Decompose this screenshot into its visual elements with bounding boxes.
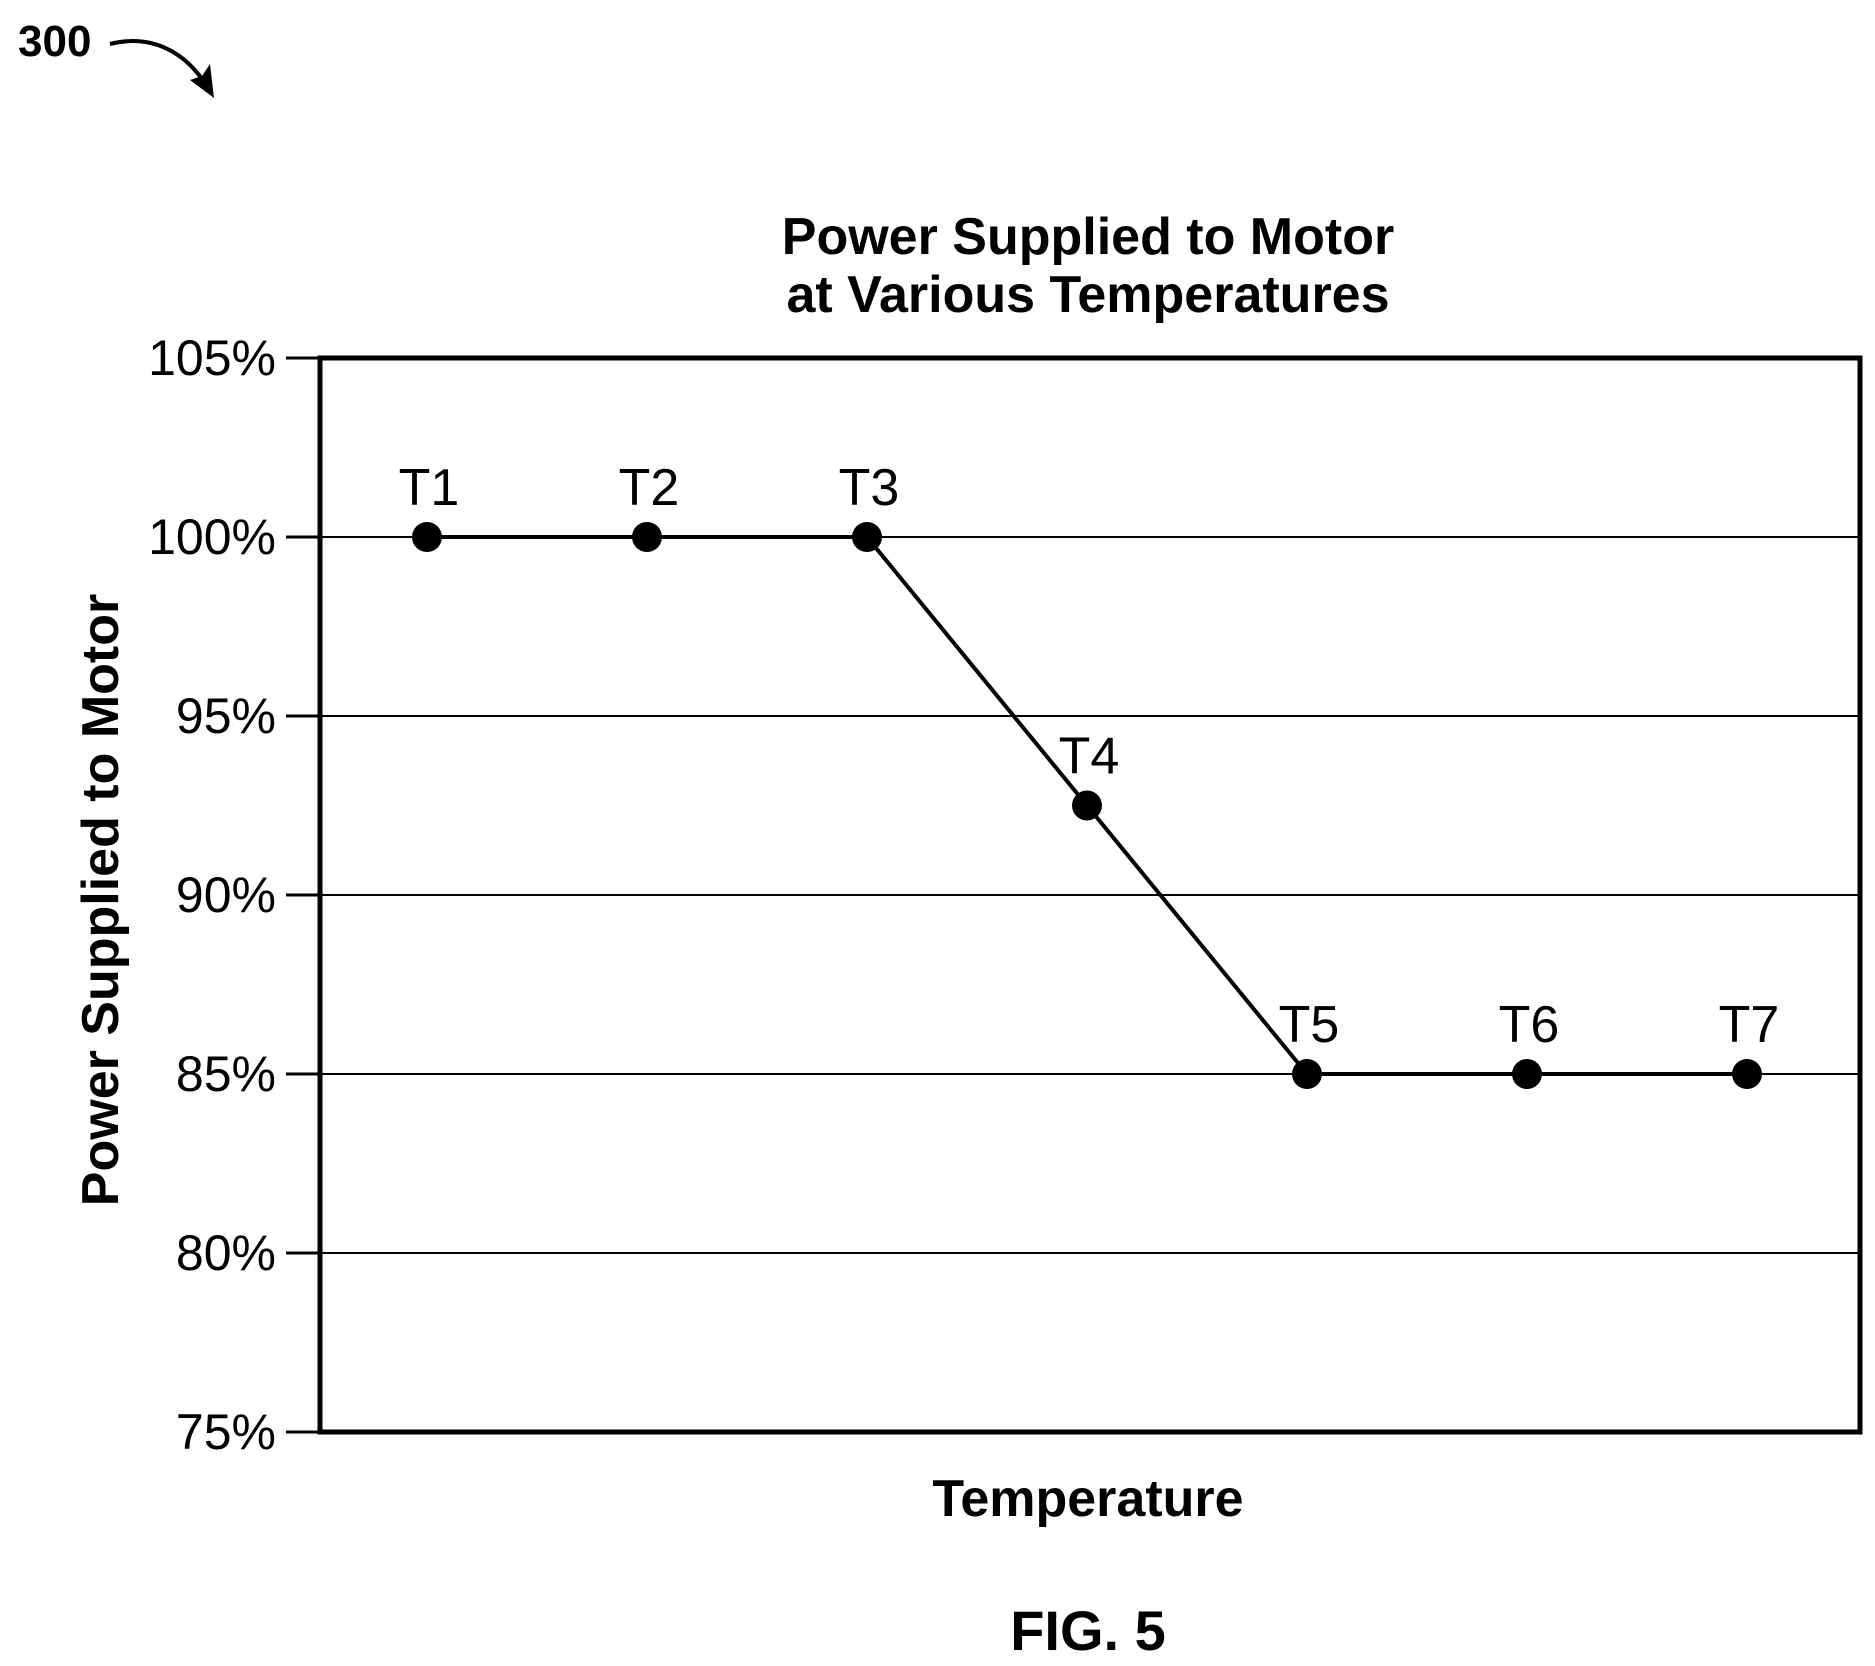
y-axis-ticks bbox=[286, 356, 320, 1434]
data-point-t6 bbox=[1512, 1059, 1542, 1089]
y-tick-label-75: 75% bbox=[176, 1404, 276, 1460]
y-axis-label: Power Supplied to Motor bbox=[72, 594, 130, 1206]
chart-title-line-1: Power Supplied to Motor bbox=[782, 208, 1394, 266]
data-label-t7: T7 bbox=[1719, 996, 1780, 1054]
data-point-t2 bbox=[632, 522, 662, 552]
chart-title-line-2: at Various Temperatures bbox=[786, 266, 1389, 324]
gridlines bbox=[320, 536, 1860, 1254]
figure-caption: FIG. 5 bbox=[1010, 1599, 1166, 1662]
reference-arrow-head bbox=[190, 64, 214, 98]
data-point-t3 bbox=[852, 522, 882, 552]
data-label-t3: T3 bbox=[839, 459, 900, 517]
data-label-t1: T1 bbox=[399, 459, 460, 517]
y-axis-tick-labels: 105% 100% 95% 90% 85% 80% 75% bbox=[148, 330, 276, 1460]
y-tick-label-90: 90% bbox=[176, 867, 276, 923]
data-label-t2: T2 bbox=[619, 459, 680, 517]
data-label-t5: T5 bbox=[1279, 996, 1340, 1054]
data-label-t6: T6 bbox=[1499, 996, 1560, 1054]
data-point-t7 bbox=[1732, 1059, 1762, 1089]
data-point-t4 bbox=[1072, 790, 1102, 821]
data-point-labels: T1 T2 T3 T4 T5 T6 T7 bbox=[399, 459, 1780, 1054]
data-point-t5 bbox=[1292, 1059, 1322, 1089]
figure-reference-number: 300 bbox=[18, 17, 91, 66]
reference-arrow-curve bbox=[109, 39, 210, 90]
y-tick-label-105: 105% bbox=[148, 330, 276, 386]
y-tick-label-100: 100% bbox=[148, 509, 276, 565]
plot-frame bbox=[317, 355, 1863, 1435]
data-points bbox=[412, 522, 1762, 1089]
data-label-t4: T4 bbox=[1059, 728, 1120, 786]
x-axis-label: Temperature bbox=[932, 1470, 1243, 1528]
data-point-t1 bbox=[412, 522, 442, 552]
y-tick-label-80: 80% bbox=[176, 1225, 276, 1281]
y-tick-label-95: 95% bbox=[176, 688, 276, 744]
y-tick-label-85: 85% bbox=[176, 1046, 276, 1102]
